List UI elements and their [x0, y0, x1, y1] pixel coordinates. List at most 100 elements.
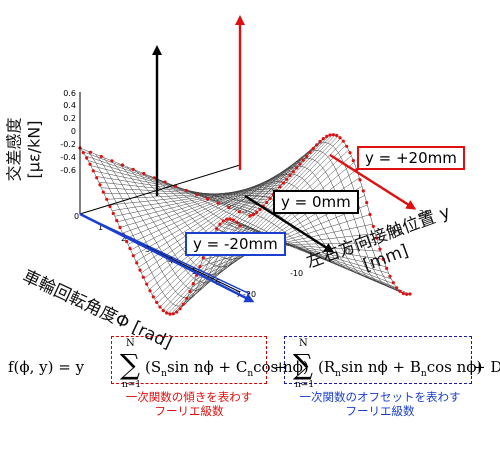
edge-point-plus20: [365, 201, 369, 205]
black-diagonal-arrow: [244, 194, 335, 253]
edge-point-plus20: [305, 154, 309, 158]
mesh-line-phi: [95, 176, 267, 204]
edge-point-plus20: [318, 139, 322, 144]
edge-point-minus20: [151, 295, 155, 299]
edge-point-minus20: [158, 305, 162, 309]
edge-point-minus20: [201, 256, 205, 260]
edge-point-plus20: [255, 210, 259, 214]
sum1-lower: n=1: [122, 380, 142, 390]
slope-series-box: [111, 336, 267, 384]
edge-point-minus20: [111, 211, 115, 216]
edge-point-minus20: [175, 310, 179, 314]
edge-point-plus20: [348, 151, 352, 155]
edge-point-plus20: [381, 257, 385, 261]
edge-point-minus20: [178, 307, 182, 311]
edge-point-minus20: [148, 289, 152, 293]
z-ticks: 0.6 0.4 0.2 0 -0.2 -0.4 -0.6: [60, 89, 76, 175]
sum2-lower: n=1: [295, 380, 315, 390]
edge-point-phi0: [110, 159, 114, 163]
edge-point-plus20: [408, 292, 412, 296]
y-tick: -10: [290, 269, 303, 278]
edge-point-plus20: [361, 189, 365, 193]
z-tick: 0: [71, 127, 76, 136]
edge-point-minus20: [141, 275, 145, 279]
edge-point-phi0: [248, 214, 252, 218]
edge-point-plus20: [368, 212, 372, 217]
edge-point-minus20: [228, 217, 232, 221]
z-tick: 0.4: [63, 101, 76, 110]
edge-point-plus20: [328, 133, 332, 137]
edge-point-phi0: [195, 193, 199, 197]
edge-point-plus20: [265, 200, 269, 205]
edge-point-minus20: [185, 296, 189, 300]
edge-point-plus20: [285, 177, 289, 181]
edge-point-plus20: [325, 134, 329, 138]
formula-tail: + D: [473, 358, 500, 376]
edge-point-plus20: [308, 150, 312, 154]
mesh-line-phi: [111, 184, 283, 211]
edge-point-minus20: [145, 282, 149, 286]
edge-point-plus20: [351, 159, 355, 163]
sum1-upper: N: [126, 338, 135, 349]
mesh-line-phi: [151, 139, 323, 295]
edge-point-minus20: [85, 156, 89, 160]
red-diagonal-arrow: [329, 153, 417, 210]
edge-point-minus20: [171, 312, 175, 316]
edge-point-plus20: [401, 291, 405, 296]
z-tick: 0.2: [63, 114, 76, 123]
edge-point-minus20: [131, 254, 135, 258]
edge-point-phi0: [174, 184, 178, 188]
edge-point-plus20: [281, 181, 285, 185]
mesh-line-phi: [159, 134, 331, 308]
edge-point-plus20: [258, 207, 262, 212]
mesh-line-phi: [154, 137, 325, 300]
mesh-line-phi: [149, 141, 320, 290]
edge-point-minus20: [161, 309, 165, 313]
edge-point-minus20: [115, 218, 119, 223]
z-axis-label: 交差感度 [με/kN]: [4, 117, 44, 182]
edge-point-plus20: [341, 139, 345, 143]
term2: (Rnsin nϕ + Bncos nϕ): [318, 358, 483, 379]
z-tick: 0.6: [63, 89, 76, 98]
edge-point-minus20: [138, 268, 142, 272]
sum2-upper: N: [299, 338, 308, 349]
callout-y-minus20: y = -20mm: [185, 232, 286, 256]
edge-point-plus20: [321, 137, 325, 141]
edge-point-minus20: [191, 282, 195, 286]
edge-point-phi0: [227, 205, 231, 210]
edge-point-plus20: [298, 162, 302, 166]
edge-point-plus20: [268, 197, 272, 201]
phi-tick: 2: [121, 234, 126, 243]
edge-point-phi0: [120, 163, 125, 167]
edge-point-plus20: [378, 247, 382, 251]
edge-point-plus20: [338, 136, 342, 140]
edge-point-minus20: [231, 218, 235, 222]
mesh-line-phi: [85, 155, 256, 214]
edge-point-phi0: [131, 167, 135, 171]
edge-point-minus20: [235, 220, 239, 224]
edge-point-plus20: [405, 292, 409, 296]
phi-tick: 0: [74, 212, 79, 221]
edge-point-phi0: [152, 176, 156, 180]
edge-point-phi0: [205, 197, 210, 201]
z-tick: -0.2: [60, 140, 76, 149]
y-tick: 20: [419, 209, 429, 218]
mesh-line-phi: [101, 187, 272, 198]
edge-point-minus20: [218, 222, 222, 226]
edge-point-plus20: [251, 213, 255, 217]
edge-point-plus20: [331, 133, 335, 137]
blue-diagonal-arrow: [79, 212, 255, 303]
edge-point-plus20: [301, 158, 305, 162]
edge-point-minus20: [221, 219, 225, 223]
edge-point-minus20: [165, 311, 169, 315]
z-tick: -0.4: [60, 153, 76, 162]
mesh-line-phi: [162, 134, 333, 311]
edge-point-plus20: [395, 286, 399, 290]
edge-point-plus20: [345, 144, 349, 148]
edge-point-minus20: [135, 261, 139, 265]
edge-point-minus20: [188, 289, 192, 293]
edge-point-phi0: [89, 150, 93, 154]
edge-point-minus20: [128, 246, 132, 251]
edge-point-phi0: [142, 171, 146, 176]
